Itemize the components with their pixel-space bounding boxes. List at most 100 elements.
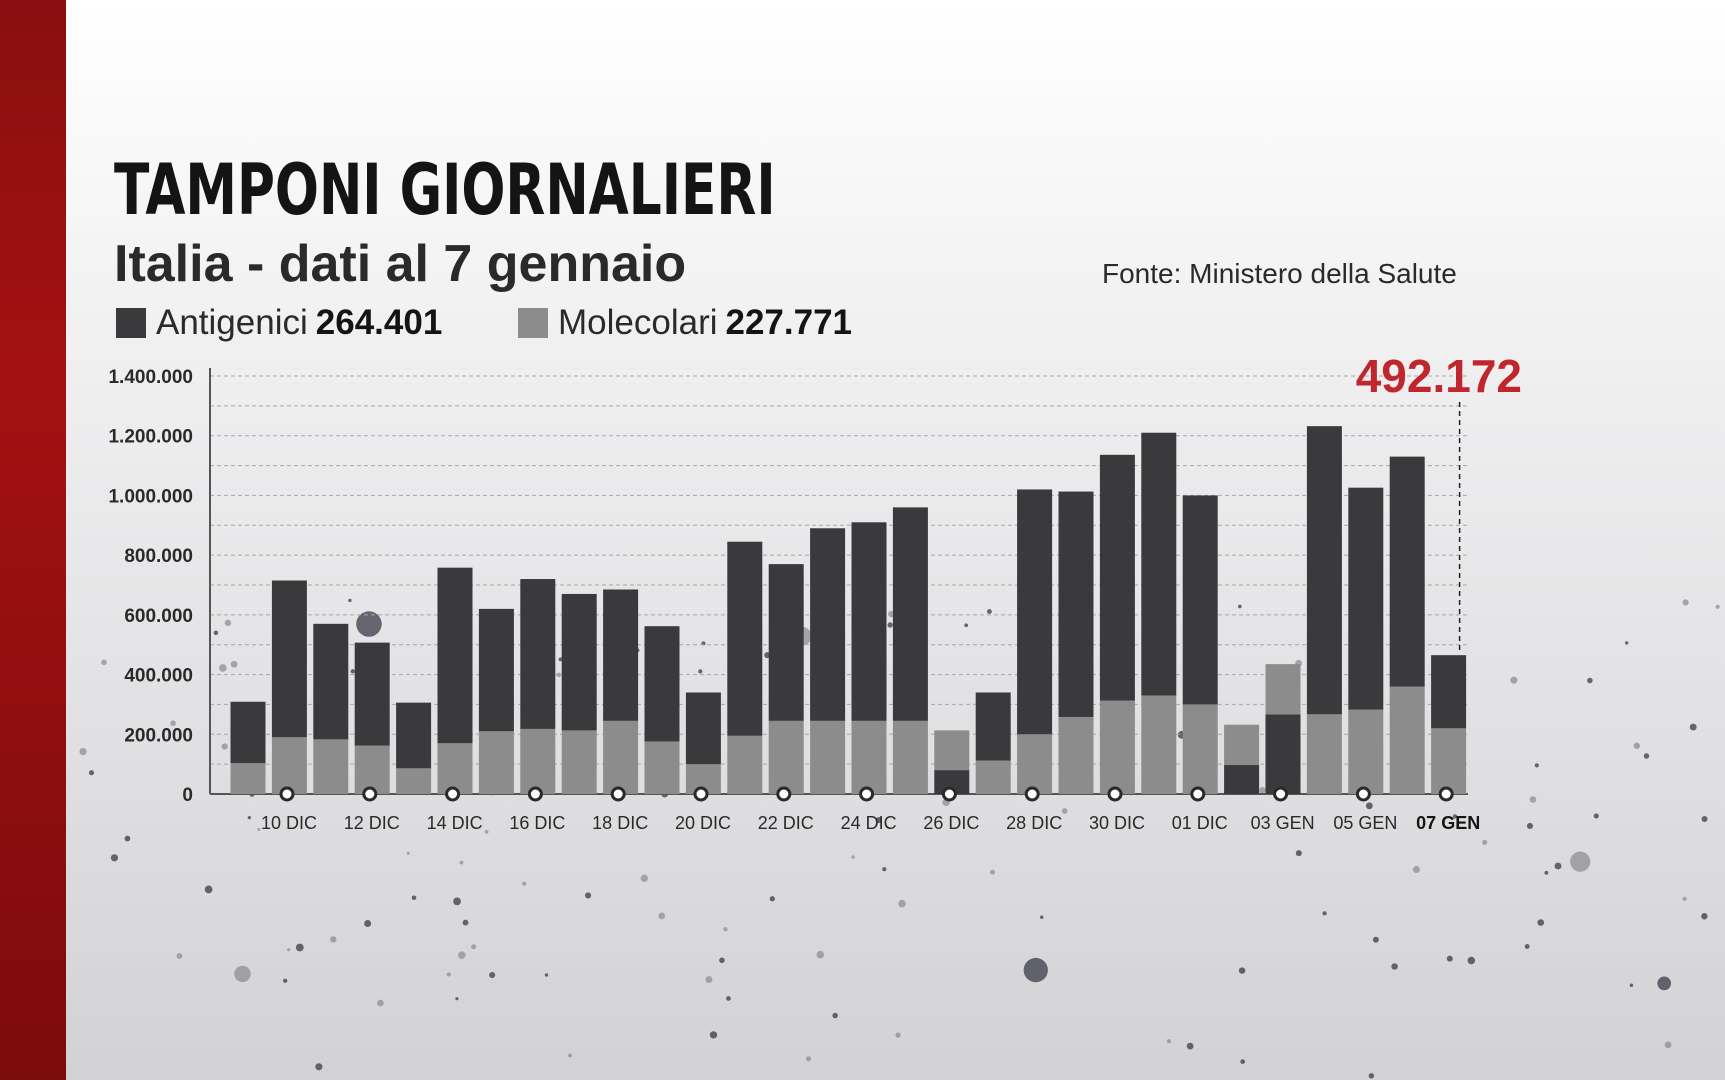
particle-dot (816, 950, 825, 959)
bar-antigenici (1058, 491, 1094, 717)
particle-dot (1391, 963, 1398, 970)
particle-dot (1624, 641, 1629, 645)
bar-molecolari (1306, 714, 1342, 794)
x-tick-marker (941, 786, 957, 802)
x-tick-label: 10 DIC (261, 813, 317, 833)
bar-molecolari (727, 735, 763, 794)
particle-dot (1633, 742, 1640, 749)
particle-dot (1554, 862, 1562, 870)
particle-dot (1061, 808, 1068, 814)
particle-dot (705, 976, 713, 984)
particle-dot (832, 1012, 838, 1019)
x-tick-marker (362, 786, 378, 802)
bar-molecolari (851, 720, 887, 794)
legend-label-molecolari: Molecolari (558, 303, 718, 342)
bar-antigenici (934, 770, 970, 794)
bar-molecolari (644, 741, 680, 794)
y-tick-label: 1.200.000 (108, 427, 193, 448)
bar-antigenici (478, 608, 514, 732)
bar-antigenici (603, 589, 639, 721)
particle-dot (1587, 677, 1593, 684)
side-brand-band (0, 0, 66, 1080)
particle-dot (556, 672, 561, 678)
bar-molecolari (892, 720, 928, 794)
bar-antigenici (644, 626, 680, 742)
particle-dot (221, 743, 228, 750)
legend-value-molecolari: 227.771 (725, 303, 853, 342)
particle-dot (987, 609, 992, 614)
particle-dot (709, 1031, 718, 1039)
particle-dot (1446, 955, 1453, 962)
bar-antigenici (1099, 454, 1135, 701)
bar-molecolari (437, 743, 473, 794)
particle-dot (88, 770, 95, 776)
y-tick-label: 1.000.000 (108, 486, 193, 507)
legend-label-antigenici: Antigenici (156, 303, 308, 342)
y-tick-label: 800.000 (124, 546, 193, 567)
x-tick-label: 24 DIC (841, 813, 897, 833)
particle-dot (224, 619, 232, 627)
bar-antigenici (230, 701, 266, 764)
particle-dot (769, 896, 775, 902)
particle-dot (1023, 957, 1048, 983)
particle-dot (1240, 1059, 1245, 1064)
bar-molecolari (1182, 704, 1218, 794)
particle-dot (640, 874, 648, 882)
particle-dot (295, 943, 304, 952)
particle-dot (471, 944, 477, 950)
bar-molecolari (271, 737, 307, 794)
particle-dot (484, 830, 489, 834)
particle-dot (1238, 967, 1246, 974)
legend-swatch-molecolari (518, 308, 548, 338)
bar-antigenici (271, 580, 307, 738)
x-tick-marker (1438, 786, 1454, 802)
particle-dot (110, 854, 119, 862)
particle-dot (851, 855, 855, 859)
x-tick-label: 01 DIC (1172, 813, 1228, 833)
particle-dot (462, 919, 469, 926)
y-tick-label: 1.400.000 (108, 367, 193, 388)
legend-item-molecolari: Molecolari 227.771 (518, 302, 852, 344)
bar-molecolari (1224, 724, 1260, 766)
particle-dot (1524, 944, 1530, 949)
bar-antigenici (727, 541, 763, 736)
x-tick-marker (1024, 786, 1040, 802)
particle-dot (453, 897, 461, 906)
particle-dot (315, 1063, 323, 1071)
bar-molecolari (768, 720, 804, 794)
particle-dot (698, 669, 703, 674)
particle-dot (1510, 676, 1518, 684)
bar-molecolari (1431, 728, 1467, 794)
bar-antigenici (892, 507, 928, 721)
particle-dot (1593, 813, 1599, 819)
particle-dot (176, 953, 183, 959)
particle-dot (101, 659, 107, 666)
bar-antigenici (313, 623, 349, 740)
particle-dot (1368, 1073, 1375, 1079)
particle-dot (1629, 983, 1634, 987)
bar-antigenici (1182, 495, 1218, 705)
particle-dot (887, 622, 893, 628)
particle-dot (1259, 787, 1266, 794)
particle-dot (257, 827, 261, 831)
particle-dot (1372, 936, 1379, 943)
particle-dot (234, 965, 251, 983)
bar-molecolari (478, 731, 514, 794)
bar-antigenici (1017, 489, 1053, 735)
particle-dot (726, 996, 731, 1001)
particle-dot (990, 869, 996, 875)
bar-molecolari (1099, 700, 1135, 794)
x-tick-marker (610, 786, 626, 802)
particle-dot (568, 1053, 572, 1058)
particle-dot (584, 892, 592, 899)
particle-dot (446, 972, 451, 977)
bar-molecolari (1058, 716, 1094, 794)
particle-dot (377, 999, 384, 1007)
particle-dot (1529, 796, 1537, 803)
particle-dot (964, 623, 969, 628)
bar-molecolari (975, 760, 1011, 794)
x-tick-label: 18 DIC (592, 813, 648, 833)
particle-dot (1295, 850, 1302, 857)
